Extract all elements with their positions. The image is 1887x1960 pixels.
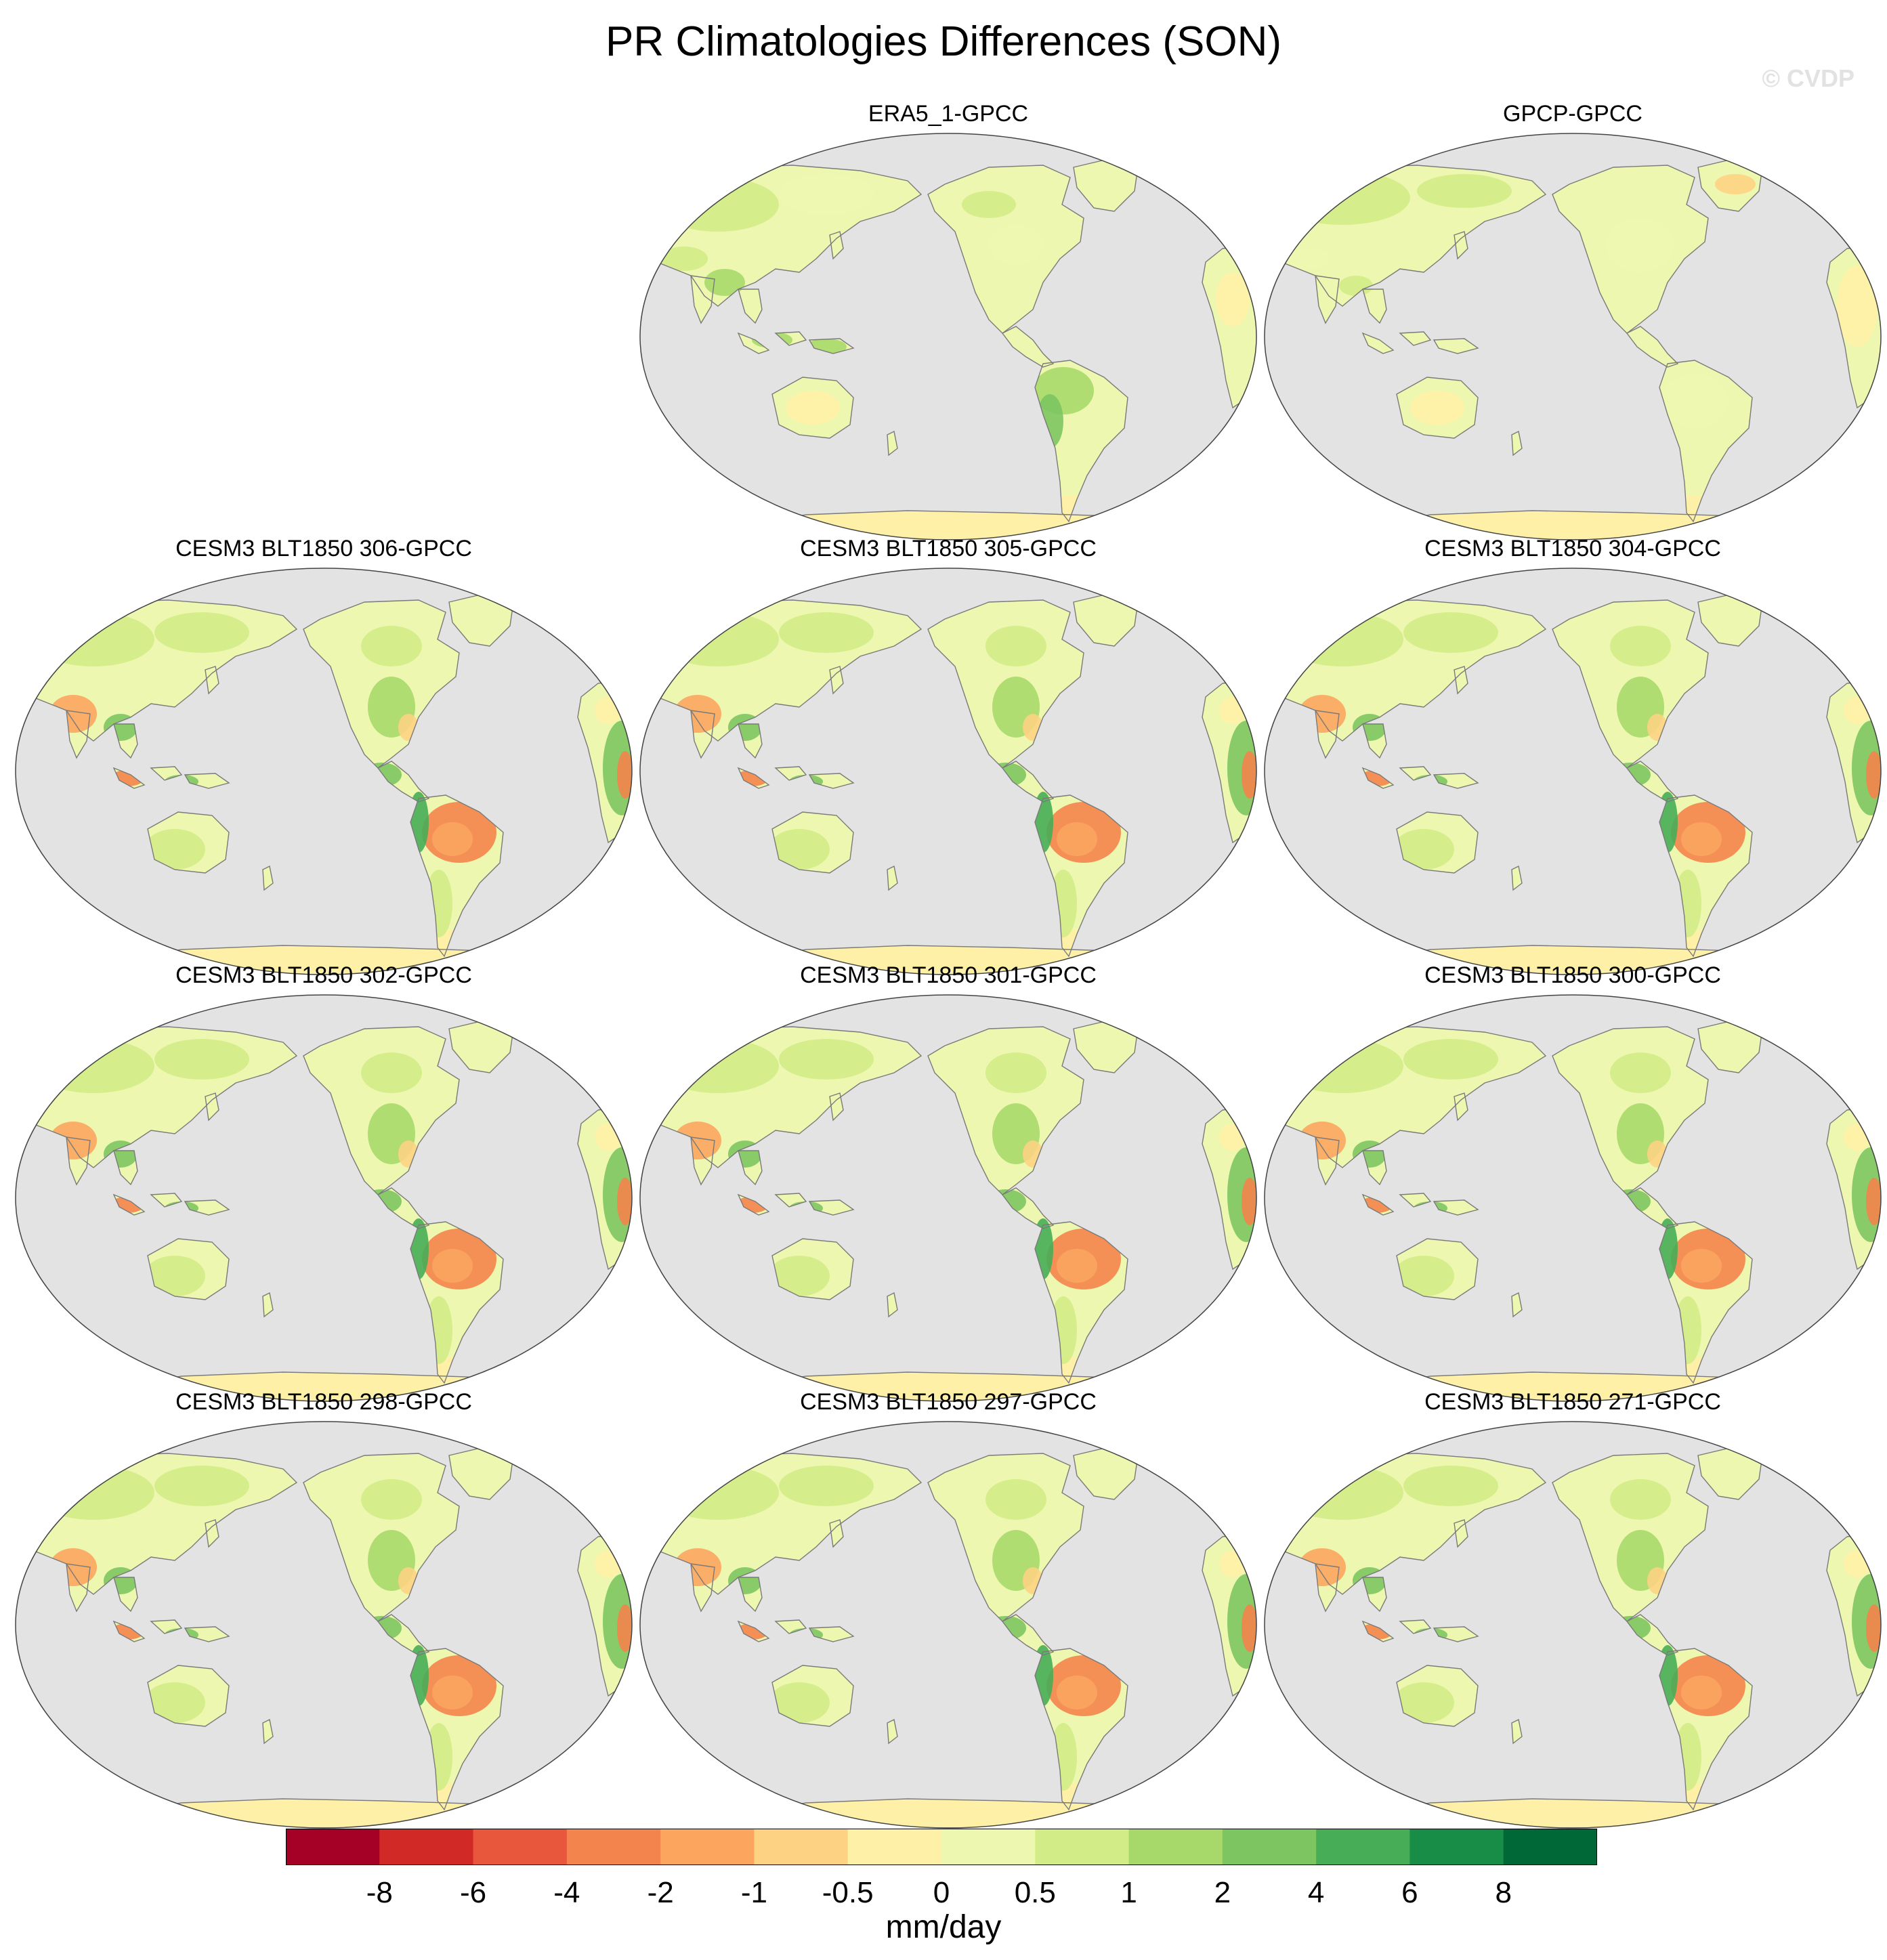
map-outline bbox=[15, 994, 633, 1402]
world-map bbox=[639, 1421, 1257, 1829]
watermark: © CVDP bbox=[1762, 64, 1854, 92]
map-panel: CESM3 BLT1850 306-GPCC bbox=[12, 535, 635, 982]
map-outline bbox=[1264, 1421, 1882, 1829]
colorbar-tick-label: 0 bbox=[933, 1876, 950, 1909]
world-map bbox=[639, 133, 1257, 540]
colorbar-tick-label: -8 bbox=[366, 1876, 393, 1909]
map-outline bbox=[639, 133, 1257, 540]
panel-title: CESM3 BLT1850 297-GPCC bbox=[800, 1389, 1097, 1415]
panel-title: CESM3 BLT1850 302-GPCC bbox=[175, 962, 472, 988]
map-outline bbox=[639, 568, 1257, 975]
colorbar-tick-label: -4 bbox=[553, 1876, 580, 1909]
world-map bbox=[1264, 568, 1882, 975]
map-panel: CESM3 BLT1850 304-GPCC bbox=[1261, 535, 1884, 982]
colorbar-swatch bbox=[1222, 1829, 1317, 1865]
colorbar-tick-label: -6 bbox=[460, 1876, 487, 1909]
colorbar-swatch bbox=[660, 1829, 755, 1865]
figure-title: PR Climatologies Differences (SON) bbox=[605, 18, 1282, 65]
map-panel: CESM3 BLT1850 300-GPCC bbox=[1261, 962, 1884, 1409]
colorbar-swatch bbox=[941, 1829, 1036, 1865]
world-map bbox=[1264, 133, 1882, 540]
map-panel: CESM3 BLT1850 271-GPCC bbox=[1261, 1388, 1884, 1835]
map-outline bbox=[1264, 568, 1882, 975]
colorbar bbox=[286, 1829, 1597, 1865]
map-panel: ERA5_1-GPCC bbox=[637, 100, 1260, 547]
colorbar-tick-label: 6 bbox=[1401, 1876, 1418, 1909]
world-map bbox=[639, 568, 1257, 975]
colorbar-tick-label: -1 bbox=[740, 1876, 767, 1909]
colorbar-tick-label: 1 bbox=[1120, 1876, 1137, 1909]
map-outline bbox=[639, 994, 1257, 1402]
map-outline bbox=[1264, 133, 1882, 540]
panel-title: ERA5_1-GPCC bbox=[868, 101, 1029, 127]
map-outline bbox=[15, 568, 633, 975]
map-panel: GPCP-GPCC bbox=[1261, 100, 1884, 547]
world-map bbox=[639, 994, 1257, 1402]
map-panel: CESM3 BLT1850 298-GPCC bbox=[12, 1388, 635, 1835]
panel-title: CESM3 BLT1850 271-GPCC bbox=[1424, 1389, 1721, 1415]
colorbar-swatch bbox=[1503, 1829, 1597, 1865]
colorbar-tick-label: 0.5 bbox=[1014, 1876, 1056, 1909]
world-map bbox=[1264, 1421, 1882, 1829]
colorbar-swatch bbox=[1316, 1829, 1410, 1865]
panel-title: CESM3 BLT1850 304-GPCC bbox=[1424, 536, 1721, 561]
colorbar-tick-label: 4 bbox=[1307, 1876, 1325, 1909]
colorbar-tick-label: 8 bbox=[1495, 1876, 1512, 1909]
colorbar-swatch bbox=[1035, 1829, 1130, 1865]
colorbar-tick-label: -0.5 bbox=[822, 1876, 874, 1909]
panel-title: CESM3 BLT1850 301-GPCC bbox=[800, 962, 1097, 988]
colorbar-swatch bbox=[566, 1829, 661, 1865]
panel-title: CESM3 BLT1850 298-GPCC bbox=[175, 1389, 472, 1415]
colorbar-swatch bbox=[286, 1829, 380, 1865]
map-panel: CESM3 BLT1850 305-GPCC bbox=[637, 535, 1260, 982]
world-map bbox=[15, 994, 633, 1402]
colorbar-units: mm/day bbox=[885, 1909, 1002, 1945]
map-panel: CESM3 BLT1850 301-GPCC bbox=[637, 962, 1260, 1409]
colorbar-swatch bbox=[847, 1829, 942, 1865]
map-panel: CESM3 BLT1850 297-GPCC bbox=[637, 1388, 1260, 1835]
map-panel: CESM3 BLT1850 302-GPCC bbox=[12, 962, 635, 1409]
world-map bbox=[15, 1421, 633, 1829]
colorbar-swatch bbox=[473, 1829, 568, 1865]
colorbar-swatch bbox=[754, 1829, 849, 1865]
colorbar-tick-label: 2 bbox=[1214, 1876, 1231, 1909]
panel-title: CESM3 BLT1850 306-GPCC bbox=[175, 536, 472, 561]
map-outline bbox=[1264, 994, 1882, 1402]
world-map bbox=[1264, 994, 1882, 1402]
panel-title: CESM3 BLT1850 305-GPCC bbox=[800, 536, 1097, 561]
colorbar-swatch bbox=[379, 1829, 474, 1865]
colorbar-swatch bbox=[1128, 1829, 1223, 1865]
panel-title: CESM3 BLT1850 300-GPCC bbox=[1424, 962, 1721, 988]
colorbar-swatch bbox=[1409, 1829, 1504, 1865]
map-outline bbox=[15, 1421, 633, 1829]
map-outline bbox=[639, 1421, 1257, 1829]
world-map bbox=[15, 568, 633, 975]
panel-title: GPCP-GPCC bbox=[1503, 101, 1642, 127]
colorbar-tick-label: -2 bbox=[647, 1876, 674, 1909]
